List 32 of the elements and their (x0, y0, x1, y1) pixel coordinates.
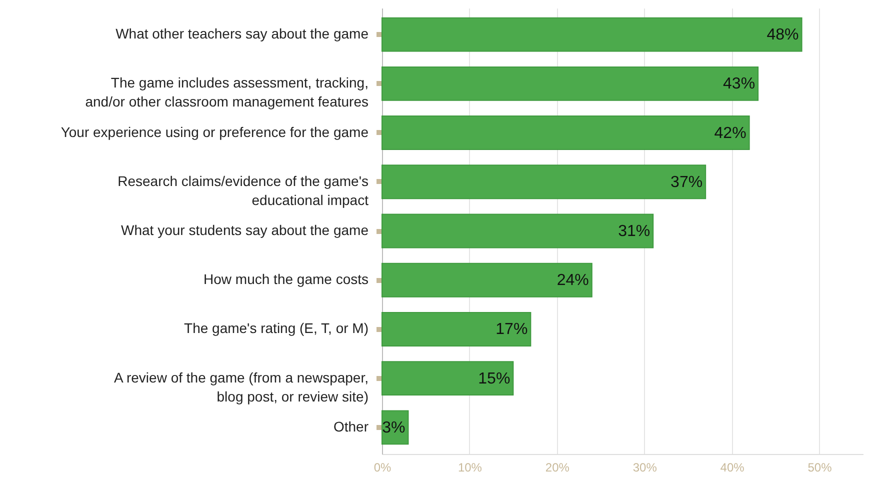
bar (382, 361, 514, 396)
y-tick-label: Research claims/evidence of the game's educational impact (118, 172, 369, 208)
x-tick-label: 40% (720, 460, 745, 474)
bar (382, 17, 802, 52)
data-label: 37% (670, 174, 703, 191)
x-tick-label: 10% (458, 460, 482, 474)
y-tick-label: How much the game costs (204, 271, 368, 288)
bar (382, 312, 532, 346)
y-tick-label: What other teachers say about the game (116, 26, 369, 42)
x-tick-label: 0% (374, 460, 392, 474)
bar (382, 164, 706, 200)
data-label: 43% (723, 76, 756, 93)
y-tick-label: The game's rating (E, T, or M) (184, 320, 368, 336)
x-tick-label: 50% (808, 460, 832, 474)
bar (382, 214, 654, 248)
data-label: 48% (766, 26, 799, 44)
y-tick-label: What your students say about the game (121, 222, 369, 238)
x-tick-label: 20% (545, 460, 570, 474)
y-tick-label: Your experience using or preference for the game (60, 124, 369, 140)
data-label: 31% (618, 223, 650, 240)
data-label: 24% (556, 272, 589, 290)
y-tick-label: Other (333, 418, 369, 434)
bar (382, 116, 750, 150)
x-tick-label: 30% (632, 460, 658, 474)
y-tick-label: The game includes assessment, tracking, and/or other classroom management features (85, 74, 368, 110)
data-label: 17% (496, 321, 528, 338)
data-label: 15% (478, 370, 510, 388)
y-tick-label: A review of the game (from a newspaper, blog post, or review site) (114, 369, 368, 404)
bar (382, 262, 592, 298)
bar (382, 66, 759, 101)
data-label: 42% (714, 124, 746, 142)
data-label: 3% (382, 419, 406, 436)
